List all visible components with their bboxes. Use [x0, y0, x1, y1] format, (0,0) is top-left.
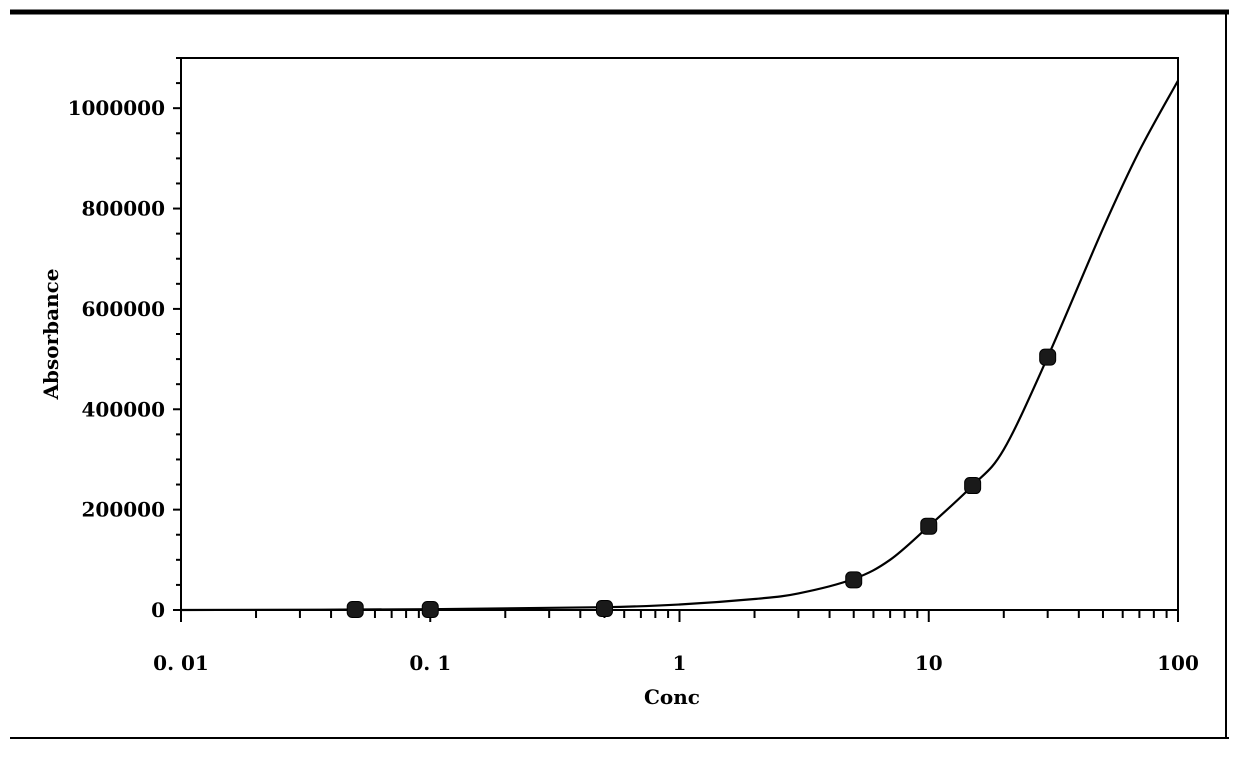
points-layer	[347, 349, 1055, 617]
plot-area	[181, 58, 1178, 610]
y-tick-label: 0	[151, 598, 165, 622]
data-point	[921, 518, 937, 534]
x-tick-label: 100	[1157, 651, 1199, 675]
y-tick-label: 200000	[82, 498, 166, 522]
fitted-curve-line	[181, 81, 1178, 610]
x-tick-label: 0. 01	[153, 651, 209, 675]
y-tick-label: 400000	[82, 397, 166, 421]
y-tick-label: 800000	[82, 197, 166, 221]
data-point	[347, 601, 363, 617]
curve-layer	[181, 81, 1178, 610]
x-tick-label: 1	[673, 651, 687, 675]
x-tick-label: 0. 1	[409, 651, 451, 675]
data-point	[846, 572, 862, 588]
labels-layer: 0. 01 0. 1 1 10 100 0 200000 400000 600000 800000…	[68, 96, 1199, 675]
data-point	[965, 478, 981, 494]
x-tick-label: 10	[915, 651, 943, 675]
data-point	[596, 600, 612, 616]
x-axis-title: Conc	[644, 685, 700, 709]
data-point	[1040, 349, 1056, 365]
y-tick-label: 1000000	[68, 96, 165, 120]
y-axis-title: Absorbance	[39, 268, 63, 400]
y-tick-label: 600000	[82, 297, 166, 321]
data-point	[422, 601, 438, 617]
ticks-layer	[173, 58, 1178, 622]
